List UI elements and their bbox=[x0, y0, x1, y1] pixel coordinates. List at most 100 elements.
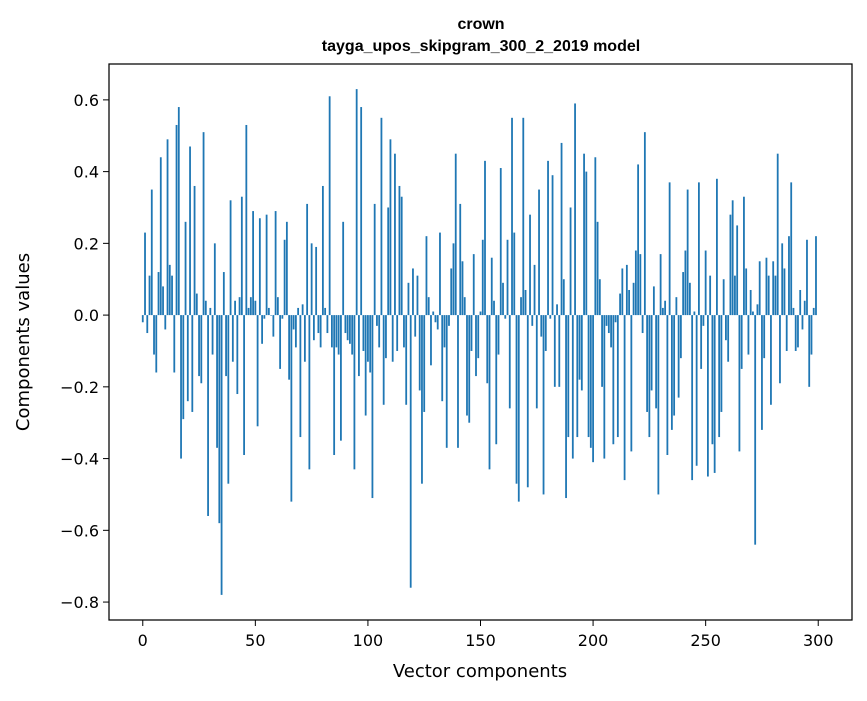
bar-97 bbox=[360, 107, 363, 316]
bar-258 bbox=[722, 279, 725, 316]
bar-98 bbox=[362, 315, 365, 351]
bar-245 bbox=[693, 311, 696, 316]
bar-44 bbox=[240, 196, 243, 316]
bar-209 bbox=[612, 315, 615, 445]
bar-112 bbox=[394, 153, 396, 316]
y-tick-label-4: 0.0 bbox=[74, 306, 99, 325]
bar-141 bbox=[459, 203, 462, 316]
bar-171 bbox=[526, 315, 529, 488]
bar-22 bbox=[191, 315, 194, 412]
bar-187 bbox=[562, 279, 565, 316]
bar-82 bbox=[326, 315, 329, 334]
y-tick-label-5: 0.2 bbox=[74, 234, 99, 253]
bar-266 bbox=[740, 315, 743, 369]
bar-121 bbox=[414, 315, 417, 337]
bar-32 bbox=[213, 243, 216, 316]
bar-268 bbox=[745, 268, 748, 316]
bar-60 bbox=[276, 297, 279, 316]
bar-236 bbox=[673, 315, 676, 416]
bar-178 bbox=[542, 315, 545, 495]
bar-143 bbox=[463, 297, 466, 316]
bar-225 bbox=[648, 315, 651, 438]
y-tick-label-1: −0.6 bbox=[60, 521, 99, 540]
bar-275 bbox=[761, 315, 763, 430]
bar-195 bbox=[580, 315, 583, 391]
bar-48 bbox=[249, 297, 252, 316]
bar-115 bbox=[400, 196, 403, 316]
bar-127 bbox=[427, 297, 430, 316]
bar-11 bbox=[166, 139, 169, 316]
bar-263 bbox=[734, 275, 736, 316]
bar-38 bbox=[227, 315, 230, 484]
bar-89 bbox=[342, 221, 345, 316]
x-axis-ticks: 0 50 100 150 200 250 300 bbox=[138, 620, 834, 650]
bar-125 bbox=[423, 315, 426, 412]
y-tick-label-7: 0.6 bbox=[74, 91, 99, 110]
bar-24 bbox=[195, 293, 198, 316]
bar-190 bbox=[569, 207, 572, 316]
bar-154 bbox=[488, 315, 491, 470]
bar-167 bbox=[517, 315, 520, 502]
bar-224 bbox=[646, 315, 649, 412]
bar-1 bbox=[144, 232, 146, 316]
bar-212 bbox=[619, 293, 621, 316]
x-axis-label: Vector components bbox=[393, 661, 567, 682]
bar-86 bbox=[335, 315, 338, 348]
bar-19 bbox=[184, 221, 187, 316]
bar-18 bbox=[182, 315, 185, 420]
x-tick-label-4: 200 bbox=[578, 631, 609, 650]
bar-211 bbox=[616, 315, 619, 438]
bar-185 bbox=[558, 315, 561, 387]
bar-233 bbox=[666, 315, 669, 455]
bar-68 bbox=[294, 315, 297, 348]
bar-53 bbox=[261, 315, 263, 344]
bar-173 bbox=[531, 315, 534, 326]
bar-106 bbox=[380, 117, 383, 316]
x-tick-label-0: 0 bbox=[138, 631, 148, 650]
bar-208 bbox=[610, 315, 612, 348]
chart-subtitle: tayga_upos_skipgram_300_2_2019 model bbox=[322, 38, 640, 55]
bar-216 bbox=[628, 289, 630, 316]
bar-149 bbox=[477, 315, 480, 359]
bar-231 bbox=[661, 307, 664, 316]
bar-108 bbox=[385, 315, 387, 359]
bar-247 bbox=[698, 182, 700, 316]
bar-29 bbox=[207, 315, 209, 516]
bar-159 bbox=[499, 168, 502, 316]
bar-28 bbox=[204, 300, 207, 316]
bar-118 bbox=[407, 282, 410, 316]
bar-252 bbox=[709, 275, 712, 316]
bar-122 bbox=[416, 275, 419, 316]
bar-155 bbox=[490, 257, 493, 316]
bar-80 bbox=[321, 185, 324, 316]
bar-189 bbox=[567, 315, 570, 438]
bar-289 bbox=[792, 307, 795, 316]
bar-132 bbox=[439, 232, 441, 316]
bar-111 bbox=[391, 315, 394, 362]
bar-274 bbox=[758, 261, 761, 316]
bar-20 bbox=[186, 315, 189, 402]
bar-70 bbox=[299, 315, 302, 438]
bar-56 bbox=[267, 307, 270, 316]
bar-293 bbox=[801, 315, 804, 330]
bar-114 bbox=[398, 185, 401, 316]
bar-61 bbox=[279, 315, 282, 369]
bar-95 bbox=[355, 89, 358, 316]
bar-202 bbox=[596, 221, 599, 316]
bar-281 bbox=[774, 275, 777, 316]
bar-298 bbox=[812, 307, 815, 316]
bar-256 bbox=[718, 315, 721, 438]
bar-104 bbox=[376, 315, 378, 326]
bar-193 bbox=[576, 315, 579, 438]
bar-116 bbox=[403, 315, 405, 348]
bar-93 bbox=[351, 315, 354, 355]
bar-138 bbox=[452, 243, 455, 316]
bar-265 bbox=[738, 315, 741, 452]
bar-222 bbox=[641, 315, 644, 334]
bar-151 bbox=[481, 239, 484, 316]
bar-66 bbox=[290, 315, 293, 502]
x-tick-label-1: 50 bbox=[245, 631, 265, 650]
bar-92 bbox=[349, 315, 351, 344]
bar-50 bbox=[254, 300, 257, 316]
bar-5 bbox=[153, 315, 155, 355]
